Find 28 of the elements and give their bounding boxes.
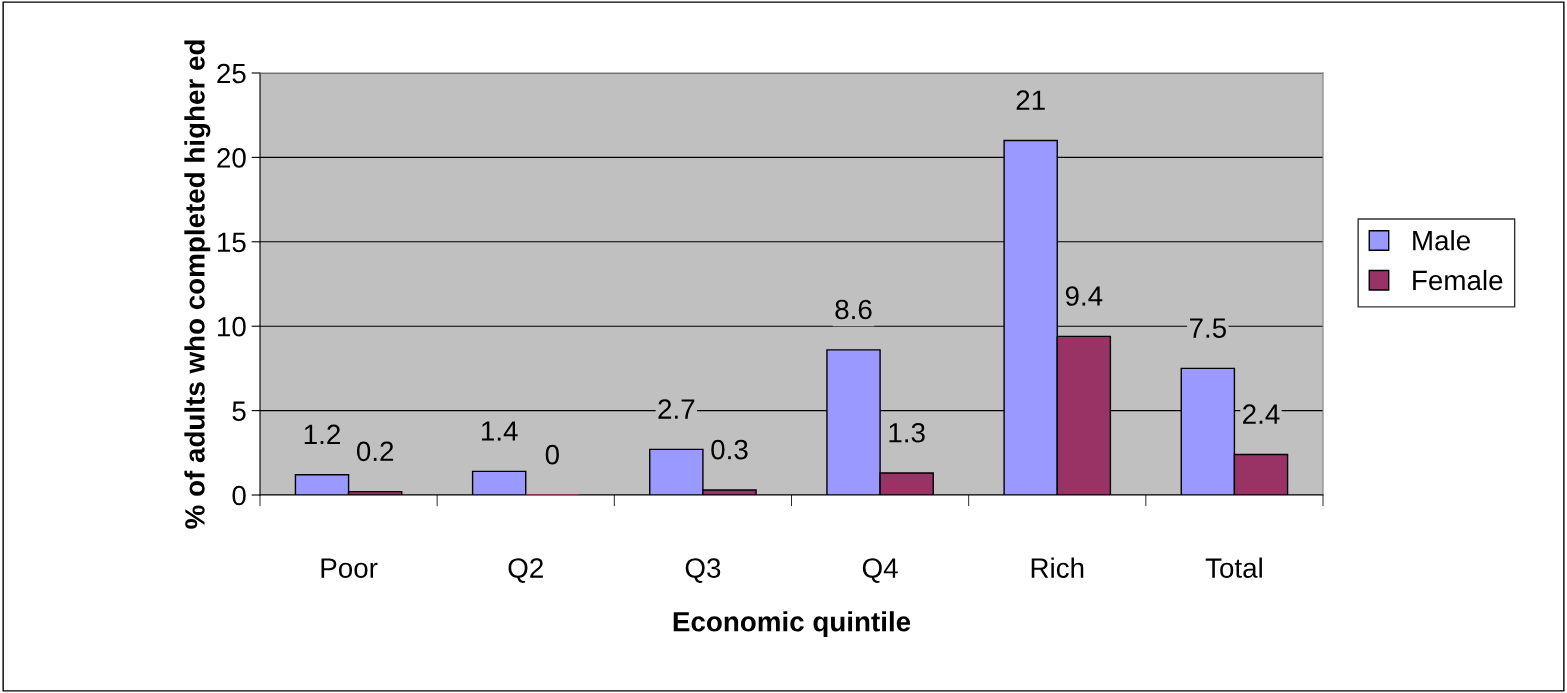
data-label: 0.3: [711, 439, 748, 460]
y-tick-label: 0: [232, 485, 246, 506]
data-label: 7.5: [1189, 318, 1226, 338]
data-label: 0.2: [356, 441, 394, 462]
x-tick-label: Rich: [1031, 557, 1084, 578]
y-axis-title: % of adults who completed higher ed: [184, 40, 211, 529]
y-tick-label: 15: [218, 232, 246, 253]
data-label: 21: [1016, 90, 1045, 110]
x-tick-label: Total: [1205, 557, 1262, 578]
y-tick-label: 20: [217, 148, 246, 168]
x-tick-label: Poor: [321, 558, 378, 578]
x-tick-label: Q3: [685, 558, 721, 583]
legend-label: Female: [1413, 269, 1503, 291]
data-label: 0: [545, 444, 559, 465]
x-tick-label: Q4: [862, 558, 898, 583]
legend-label: Male: [1413, 230, 1470, 251]
data-label: 2.7: [658, 399, 695, 419]
data-label: 2.4: [1243, 404, 1280, 424]
y-tick-label: 10: [218, 316, 246, 337]
y-tick-label: 25: [217, 63, 246, 84]
data-label: 1.4: [481, 421, 518, 441]
data-label: 1.3: [889, 422, 925, 443]
data-label: 8.6: [835, 299, 872, 320]
data-label: 9.4: [1065, 286, 1103, 306]
data-label: 1.2: [304, 424, 340, 444]
y-tick-label: 5: [232, 401, 246, 421]
x-axis-title: Economic quintile: [673, 611, 911, 638]
x-tick-label: Q2: [508, 558, 543, 583]
